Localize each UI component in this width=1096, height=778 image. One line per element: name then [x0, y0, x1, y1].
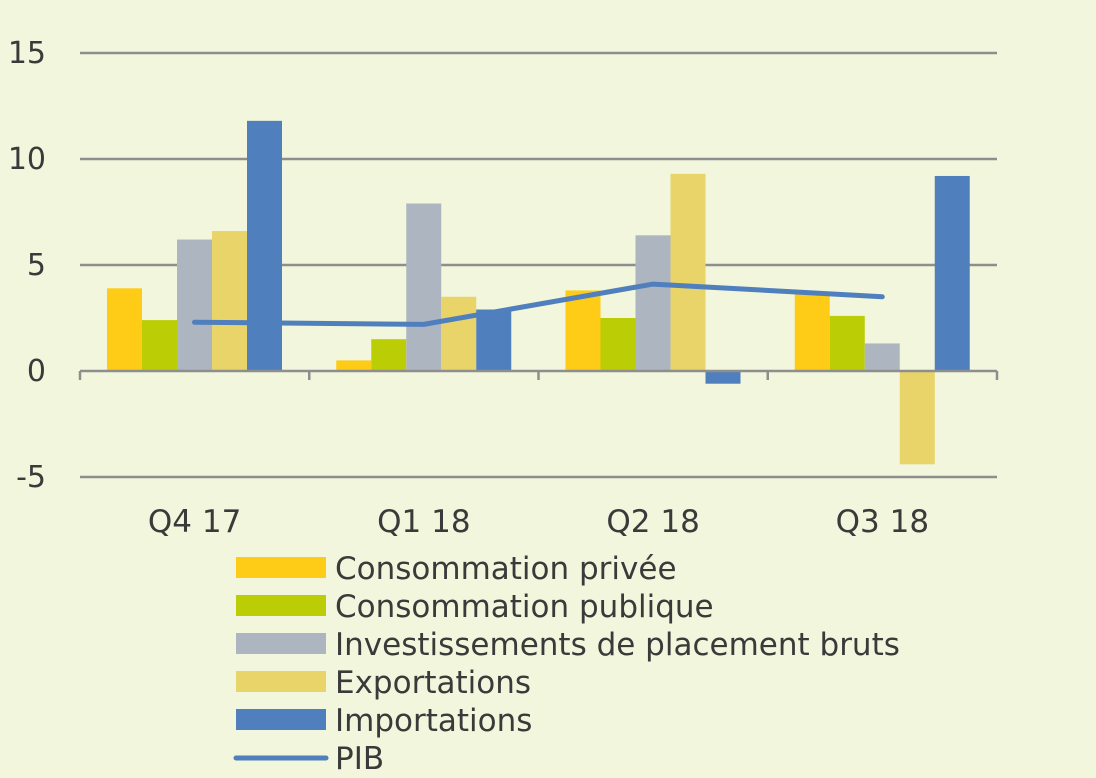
legend-swatch [236, 595, 326, 616]
x-tick-label: Q1 18 [377, 504, 470, 540]
legend-swatch [236, 557, 326, 578]
y-tick-label: -5 [16, 460, 46, 495]
y-tick-label: 5 [27, 248, 46, 283]
legend-label: Importations [335, 703, 532, 739]
legend-label: Consommation publique [335, 589, 714, 625]
y-tick-label: 10 [8, 142, 46, 177]
bar [565, 290, 601, 371]
legend-swatch [236, 633, 326, 654]
legend-label: Consommation privée [335, 551, 677, 587]
bar [670, 173, 706, 371]
y-axis-labels: 15 10 5 0 -5 [8, 36, 46, 495]
bar [600, 318, 636, 371]
legend-label: PIB [335, 741, 384, 777]
x-axis-labels: Q4 17 Q1 18 Q2 18 Q3 18 [148, 504, 929, 540]
pib-line-layer [192, 281, 885, 327]
bar [107, 288, 142, 371]
bar [899, 371, 935, 465]
pib-line [192, 281, 885, 327]
x-tick-label: Q4 17 [148, 504, 241, 540]
x-tick-label: Q2 18 [606, 504, 699, 540]
y-tick-label: 0 [27, 354, 46, 389]
bar [794, 292, 830, 371]
bar [934, 175, 970, 371]
zero-axis [78, 369, 999, 380]
legend-label: Investissements de placement bruts [335, 627, 900, 663]
legend-label: Exportations [335, 665, 531, 701]
bar [476, 309, 512, 371]
bar [142, 320, 177, 371]
legend-swatch [236, 671, 326, 692]
bar [406, 203, 442, 371]
bar [441, 296, 477, 371]
bar [371, 339, 407, 371]
legend-swatch [236, 709, 326, 730]
bar [247, 120, 282, 371]
bar [864, 343, 900, 371]
bar [212, 231, 247, 371]
bar [829, 315, 865, 371]
x-tick-label: Q3 18 [836, 504, 929, 540]
bar [177, 239, 212, 371]
bars [107, 120, 970, 465]
y-tick-label: 15 [8, 36, 46, 71]
bar [635, 235, 671, 371]
bar [705, 371, 741, 384]
bar [336, 360, 372, 371]
